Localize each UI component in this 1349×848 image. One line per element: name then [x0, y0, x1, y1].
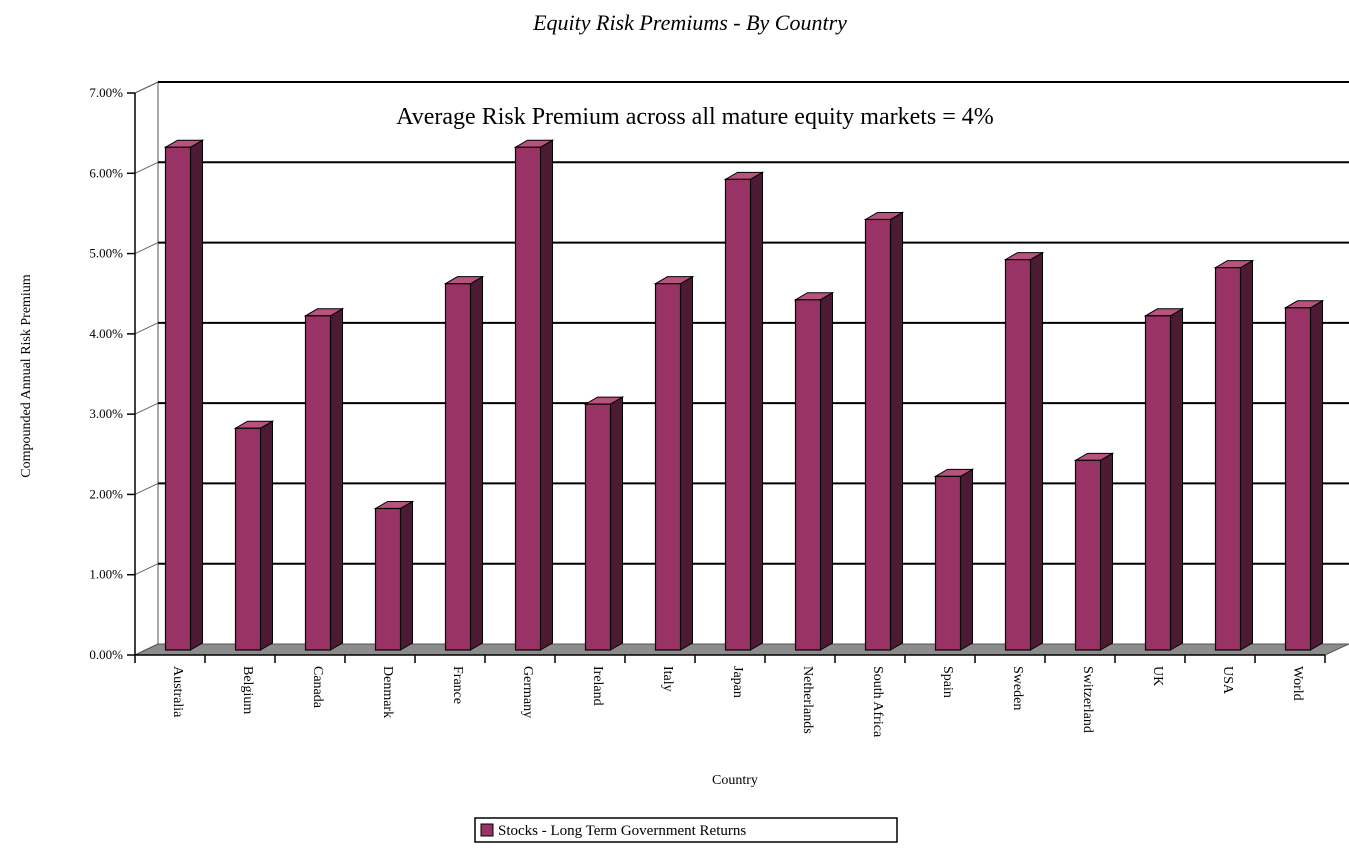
bar-sweden	[1003, 251, 1045, 651]
y-tick-label: 4.00%	[89, 326, 123, 341]
x-tick-label: World	[1290, 666, 1305, 701]
legend-swatch	[480, 823, 494, 837]
side-gridline	[134, 482, 159, 495]
bar-front	[304, 315, 332, 651]
x-tick-label: Australia	[170, 666, 185, 718]
bar-switzerland	[1073, 452, 1115, 651]
y-tick-label: 1.00%	[89, 567, 123, 582]
y-tick-label: 2.00%	[89, 486, 123, 501]
bar-front	[794, 299, 822, 651]
x-tick-label: South Africa	[870, 666, 885, 738]
legend: Stocks - Long Term Government Returns	[474, 817, 898, 843]
bar-front	[654, 283, 682, 651]
bar-japan	[723, 171, 765, 651]
bar-side	[1310, 299, 1323, 651]
side-gridline	[134, 322, 159, 335]
side-gridline	[134, 563, 159, 576]
bar-side	[820, 291, 833, 651]
x-tick-label: Denmark	[380, 666, 395, 718]
bar-front	[724, 178, 752, 651]
bar-france	[443, 275, 485, 651]
y-tick-label: 7.00%	[89, 85, 123, 100]
bar-front	[1004, 259, 1032, 651]
bar-front	[234, 427, 262, 651]
bar-front	[444, 283, 472, 651]
bar-spain	[933, 468, 975, 651]
bar-front	[1074, 459, 1102, 651]
bar-front	[1284, 307, 1312, 651]
bar-side	[540, 139, 553, 651]
x-tick-label: Spain	[940, 666, 955, 698]
bar-side	[1170, 307, 1183, 651]
y-axis-ticks: 0.00% 1.00% 2.00% 3.00% 4.00% 5.00% 6.00% 7.00%	[89, 85, 136, 662]
x-tick-label: Netherlands	[800, 666, 815, 734]
x-tick-label: Japan	[730, 666, 745, 698]
x-axis-ticks: Australia Belgium Canada Denmark France Germa…	[134, 654, 1326, 738]
plot-area	[134, 81, 1349, 656]
bar-side	[890, 211, 903, 651]
x-tick-label: Ireland	[590, 666, 605, 706]
bar-front	[934, 475, 962, 651]
bar-netherlands	[793, 291, 835, 651]
bar-side	[260, 420, 273, 651]
x-tick-label: France	[450, 666, 465, 704]
bar-side	[1240, 259, 1253, 651]
x-tick-label: Switzerland	[1080, 666, 1095, 733]
bar-side	[610, 396, 623, 651]
bar-front	[1144, 315, 1172, 651]
bar-world	[1283, 299, 1325, 651]
x-tick-label: UK	[1150, 666, 1165, 686]
side-gridline	[134, 242, 159, 255]
y-tick-label: 3.00%	[89, 406, 123, 421]
bar-side	[960, 468, 973, 651]
bar-italy	[653, 275, 695, 651]
bar-ireland	[583, 396, 625, 651]
bar-side	[680, 275, 693, 651]
chart-title: Equity Risk Premiums - By Country	[532, 10, 847, 35]
x-tick-label: Sweden	[1010, 666, 1025, 710]
bar-usa	[1213, 259, 1255, 651]
bar-side	[190, 139, 203, 651]
x-tick-label: USA	[1220, 666, 1235, 695]
y-axis-label: Compounded Annual Risk Premium	[19, 274, 34, 478]
bar-denmark	[373, 500, 415, 651]
bar-side	[400, 500, 413, 651]
x-tick-label: Italy	[660, 666, 675, 692]
bar-front	[584, 403, 612, 651]
y-tick-label: 5.00%	[89, 246, 123, 261]
bar-front	[864, 218, 892, 651]
bar-front	[374, 507, 402, 651]
bar-germany	[513, 139, 555, 651]
x-tick-label: Germany	[520, 666, 535, 718]
bar-uk	[1143, 307, 1185, 651]
bar-side	[750, 171, 763, 651]
y-tick-label: 6.00%	[89, 165, 123, 180]
bar-side	[330, 307, 343, 651]
x-tick-label: Canada	[310, 666, 325, 709]
side-gridline	[134, 161, 159, 174]
bar-side	[1030, 251, 1043, 651]
legend-label: Stocks - Long Term Government Returns	[498, 823, 746, 839]
bar-front	[1214, 267, 1242, 651]
bar-front	[514, 146, 542, 651]
side-gridline	[134, 81, 159, 94]
bar-side	[470, 275, 483, 651]
bar-side	[1100, 452, 1113, 651]
bar-canada	[303, 307, 345, 651]
bar-front	[164, 146, 192, 651]
x-tick-label: Belgium	[240, 666, 255, 714]
average-premium-annotation: Average Risk Premium across all mature e…	[396, 104, 994, 130]
bar-south-africa	[863, 211, 905, 651]
x-axis-label: Country	[712, 773, 758, 788]
bar-australia	[163, 139, 205, 651]
y-tick-label: 0.00%	[89, 647, 123, 662]
bar-belgium	[233, 420, 275, 651]
side-gridline	[134, 402, 159, 415]
legend-box	[474, 817, 898, 843]
